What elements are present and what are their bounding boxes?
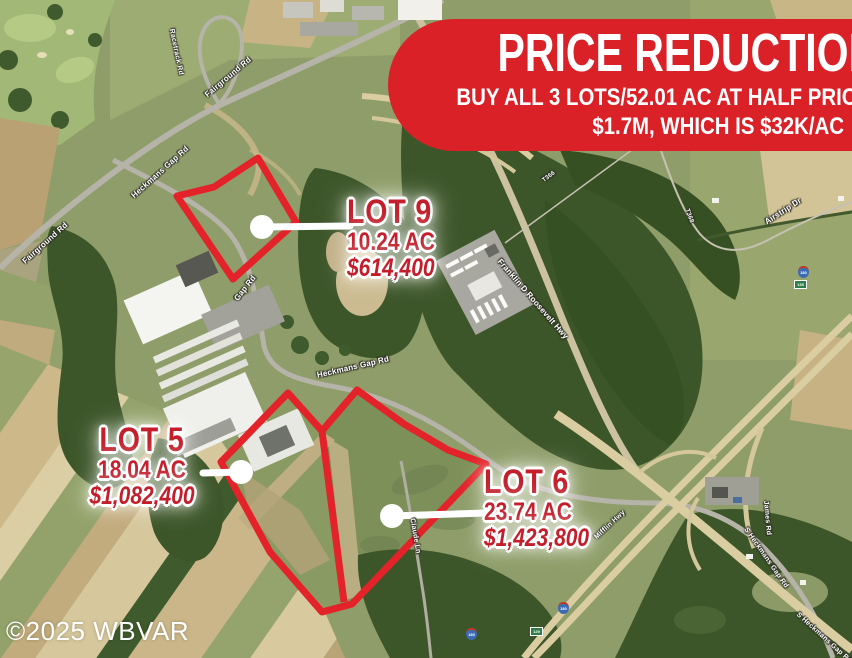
lot-5-acreage: 18.04 AC	[98, 456, 186, 485]
banner-subline-1: BUY ALL 3 LOTS/52.01 AC AT HALF PRICE,	[456, 84, 852, 112]
lot-6-acreage: 23.74 AC	[484, 498, 572, 527]
interstate-shield: 180	[798, 266, 809, 278]
lot-5-price: $1,082,400	[89, 482, 195, 511]
lot-5-marker-dot	[229, 460, 253, 484]
lot-6-marker-dot	[380, 504, 404, 528]
lot-6-name: LOT 6	[484, 463, 570, 501]
lot-9-label: LOT 9 10.24 AC $614,400	[347, 193, 452, 283]
interstate-shield: 180	[558, 602, 569, 614]
lot-5-6-boundary	[217, 386, 490, 616]
lot-6-leader-line	[388, 509, 490, 520]
lot-9-marker-dot	[250, 215, 274, 239]
price-banner: PRICE REDUCTION! BUY ALL 3 LOTS/52.01 AC…	[388, 19, 852, 151]
lot-5-label: LOT 5 18.04 AC $1,082,400	[58, 421, 226, 511]
exit-marker: 135	[794, 280, 807, 289]
watermark: ©2025 WBVAR	[6, 616, 190, 646]
banner-headline: PRICE REDUCTION!	[497, 23, 852, 83]
lot-9-boundary	[173, 154, 300, 283]
lot-5-name: LOT 5	[99, 421, 185, 459]
lot-9-leader-line	[258, 222, 354, 231]
lot-6-price: $1,423,800	[484, 524, 590, 553]
lot-9-acreage: 10.24 AC	[347, 228, 435, 257]
lot-5-6-divider	[318, 430, 348, 603]
lot-6-label: LOT 6 23.74 AC $1,423,800	[484, 463, 609, 553]
banner-subline-2: $1.7M, WHICH IS $32K/AC	[592, 112, 844, 140]
interstate-shield: 180	[466, 628, 477, 640]
lot-9-name: LOT 9	[347, 193, 433, 231]
exit-marker: 129	[530, 627, 543, 636]
lot-9-price: $614,400	[347, 254, 435, 283]
